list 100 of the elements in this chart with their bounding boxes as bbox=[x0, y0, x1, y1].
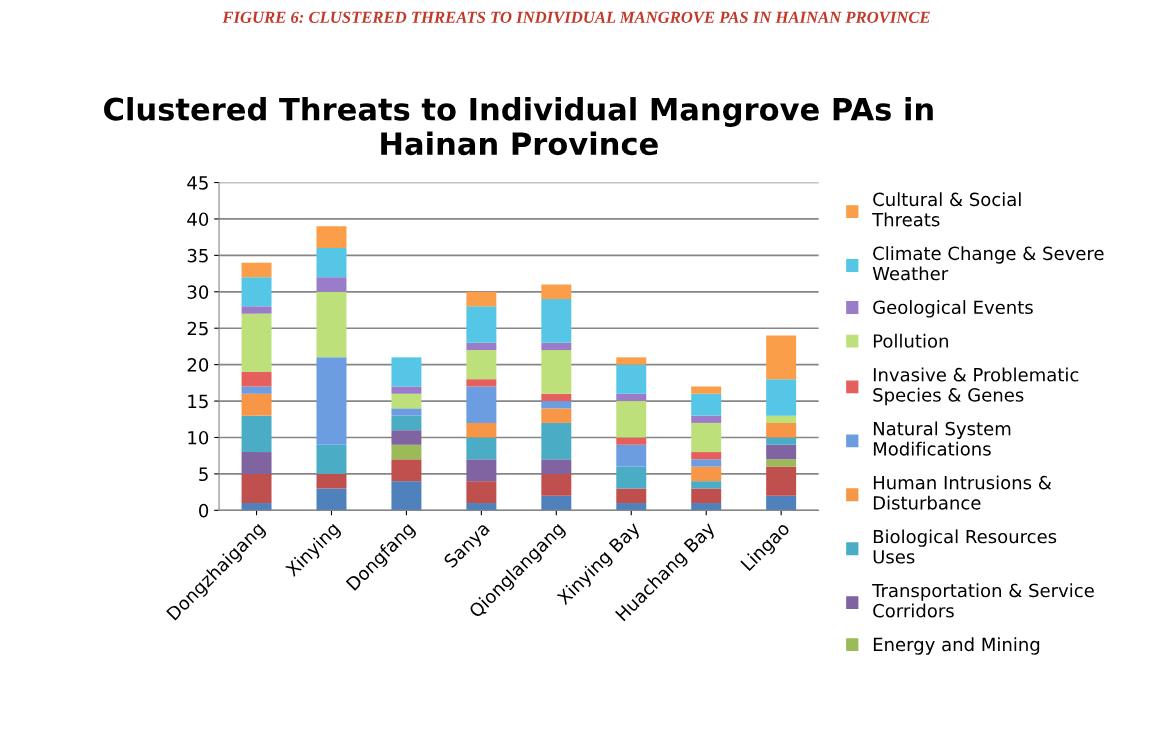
bar bbox=[691, 488, 722, 504]
legend-label: Climate Change & Severe Weather bbox=[872, 246, 1104, 281]
bar bbox=[616, 364, 647, 394]
legend-label: Natural System Modifications bbox=[873, 421, 1011, 456]
bar bbox=[616, 401, 647, 438]
y-tick-label: 30 bbox=[187, 285, 209, 299]
bar bbox=[541, 284, 572, 300]
bar bbox=[316, 291, 347, 358]
bar bbox=[541, 408, 572, 423]
y-tick-label: 10 bbox=[188, 430, 209, 445]
bar bbox=[241, 393, 272, 416]
bar bbox=[241, 277, 272, 307]
bar bbox=[691, 386, 722, 394]
bar bbox=[391, 444, 422, 460]
bar bbox=[316, 357, 347, 445]
bar bbox=[241, 262, 272, 278]
y-tick-label: 20 bbox=[187, 358, 209, 372]
bar bbox=[316, 277, 347, 292]
bar bbox=[541, 473, 572, 496]
bar bbox=[541, 422, 572, 460]
legend-label: Energy and Mining bbox=[873, 637, 1040, 655]
bar bbox=[466, 422, 497, 438]
bar bbox=[316, 473, 347, 489]
bar bbox=[616, 437, 647, 445]
bar bbox=[391, 408, 422, 416]
bar bbox=[466, 291, 497, 307]
bar bbox=[466, 437, 497, 460]
bar bbox=[241, 313, 272, 372]
bar bbox=[541, 299, 572, 343]
bar bbox=[616, 393, 647, 402]
bar bbox=[391, 430, 422, 445]
y-tick-label: 15 bbox=[188, 394, 208, 409]
bar bbox=[391, 459, 422, 482]
bar bbox=[691, 466, 722, 482]
bar bbox=[766, 379, 797, 416]
legend-label: Invasive & Problematic Species & Genes bbox=[873, 367, 1079, 406]
bar bbox=[766, 437, 797, 445]
bar bbox=[391, 357, 422, 387]
bar bbox=[391, 481, 422, 511]
bar bbox=[691, 422, 722, 453]
bar bbox=[466, 459, 497, 482]
bar bbox=[466, 379, 497, 387]
bar bbox=[466, 350, 497, 380]
caption: FIGURE 6: CLUSTERED THREATS TO INDIVIDUAL MANGROVE PAS IN HAINAN PROVINCE bbox=[222, 11, 930, 23]
bar bbox=[241, 306, 272, 314]
bar bbox=[766, 466, 797, 496]
bar bbox=[691, 393, 722, 416]
bar bbox=[316, 444, 347, 474]
bar bbox=[691, 459, 722, 467]
legend-label: Cultural & Social Threats bbox=[872, 192, 1021, 227]
bar bbox=[616, 488, 647, 504]
bar bbox=[541, 393, 572, 402]
bar bbox=[691, 452, 722, 460]
bar bbox=[616, 503, 647, 511]
bar bbox=[466, 342, 497, 351]
bar bbox=[616, 444, 647, 467]
bar bbox=[541, 342, 572, 351]
bar bbox=[316, 226, 347, 249]
bar bbox=[766, 415, 797, 423]
y-tick-label: 45 bbox=[187, 176, 208, 190]
y-tick-label: 25 bbox=[187, 321, 208, 336]
bar bbox=[391, 393, 422, 409]
bar bbox=[766, 495, 797, 511]
bar bbox=[766, 335, 797, 380]
bar bbox=[691, 503, 722, 511]
bar bbox=[466, 386, 497, 423]
bar bbox=[391, 386, 422, 394]
legend-label: Transportation & Service Corridors bbox=[872, 583, 1094, 618]
bar bbox=[241, 452, 272, 474]
y-tick-label: 0 bbox=[199, 503, 209, 518]
legend-label: Human Intrusions & Disturbance bbox=[873, 475, 1052, 510]
legend-label: Geological Events bbox=[873, 300, 1033, 318]
bar bbox=[766, 459, 797, 467]
bar bbox=[241, 371, 272, 387]
y-tick-label: 5 bbox=[199, 467, 208, 482]
bar bbox=[241, 503, 272, 511]
bar bbox=[766, 422, 797, 438]
bar bbox=[691, 415, 722, 423]
legend-label: Biological Resources Uses bbox=[873, 529, 1057, 564]
bar bbox=[541, 459, 572, 474]
bar bbox=[241, 473, 272, 504]
bar bbox=[616, 357, 647, 365]
y-tick-label: 35 bbox=[187, 248, 208, 263]
bar bbox=[316, 248, 347, 278]
bar bbox=[541, 350, 572, 394]
bar bbox=[241, 415, 272, 453]
bar bbox=[541, 495, 572, 511]
legend-label: Pollution bbox=[873, 333, 948, 348]
bar bbox=[616, 466, 647, 489]
bar bbox=[541, 401, 572, 409]
bar bbox=[316, 488, 347, 511]
bar bbox=[241, 386, 272, 394]
bar bbox=[466, 481, 497, 504]
bar bbox=[691, 481, 722, 489]
y-tick-label: 40 bbox=[187, 212, 209, 227]
bar bbox=[766, 444, 797, 460]
chart-title: Clustered Threats to Individual Mangrove PAs in Hainan Province bbox=[104, 97, 933, 156]
bar bbox=[466, 306, 497, 343]
bar bbox=[391, 415, 422, 431]
bar bbox=[466, 503, 497, 511]
